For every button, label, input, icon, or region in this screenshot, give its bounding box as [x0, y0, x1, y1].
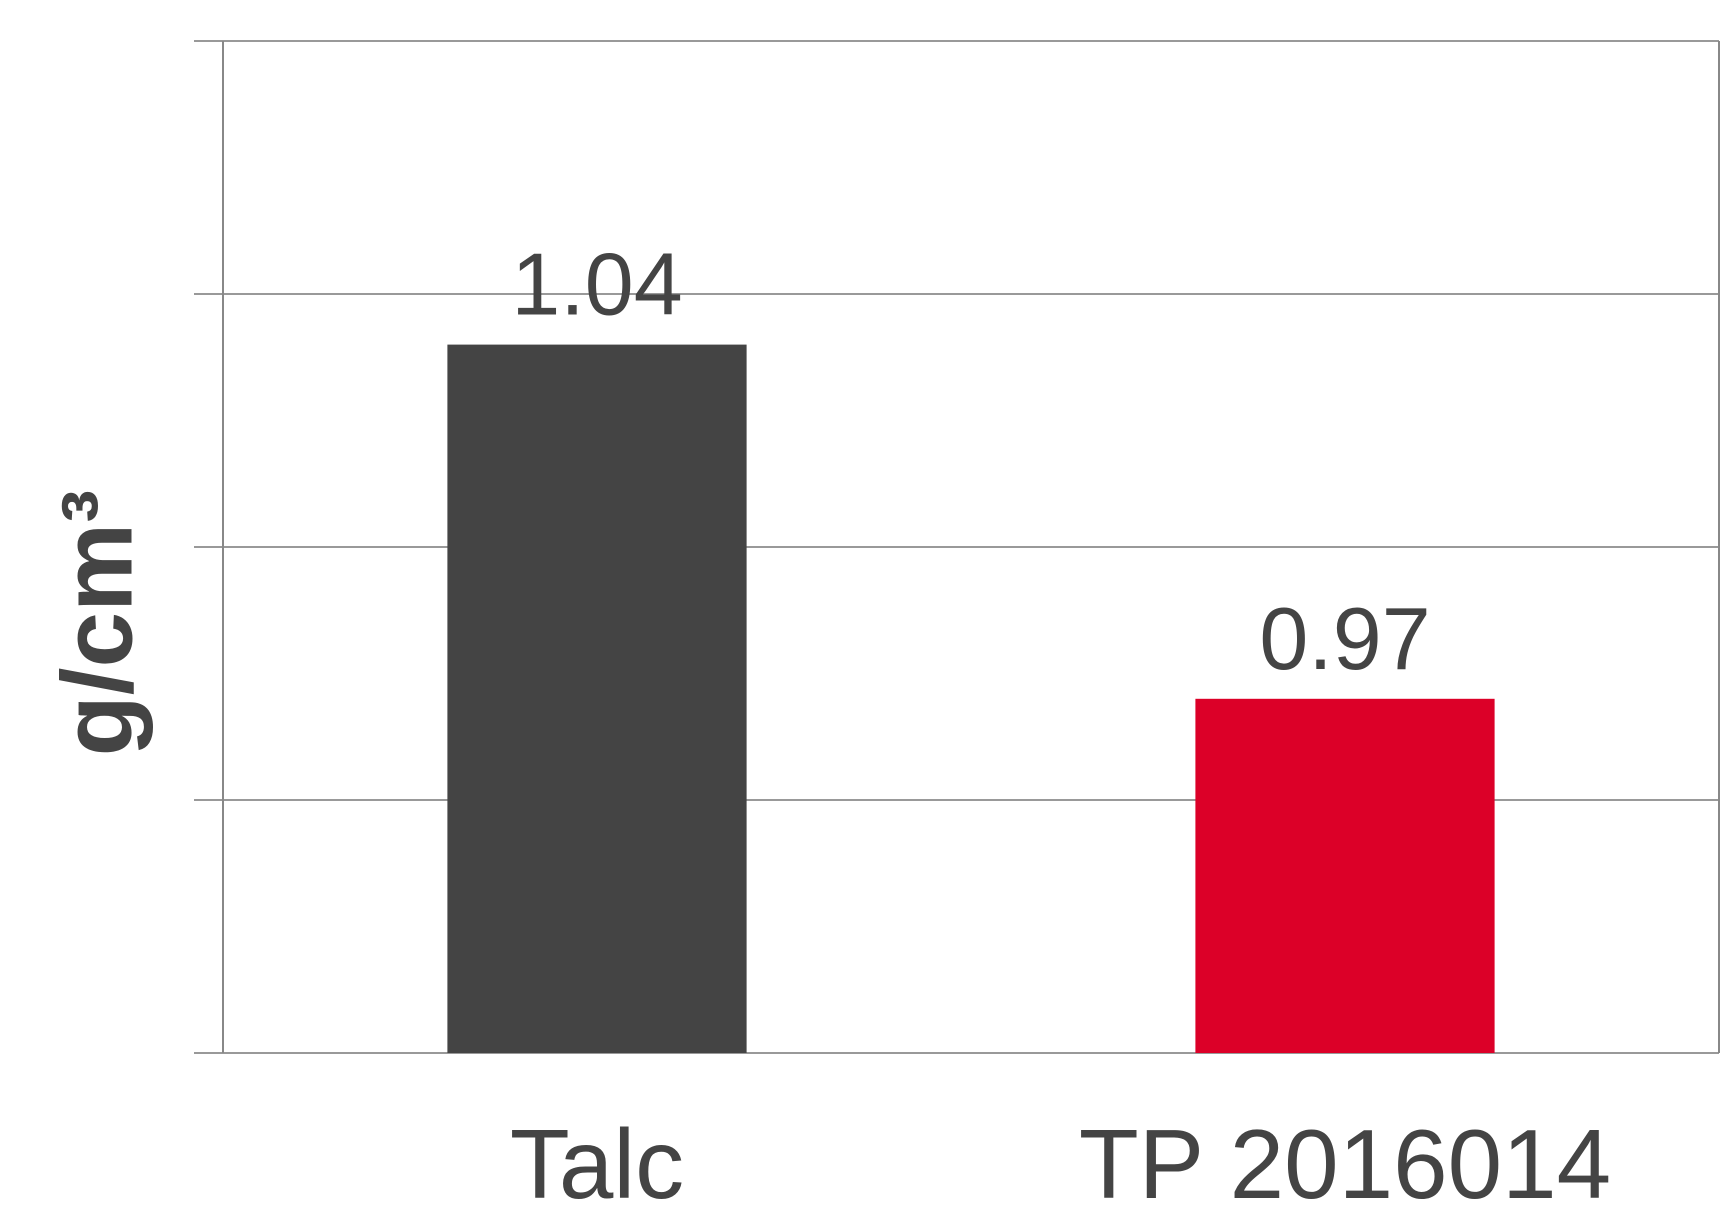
- value-label: 0.97: [1259, 589, 1430, 688]
- value-label: 1.04: [511, 235, 682, 334]
- x-tick-label: TP 2016014: [1079, 1109, 1611, 1207]
- bar: [447, 344, 747, 1054]
- y-axis-label: g/cm³: [41, 490, 153, 757]
- bar: [1195, 698, 1495, 1053]
- x-tick-label: Talc: [510, 1109, 684, 1207]
